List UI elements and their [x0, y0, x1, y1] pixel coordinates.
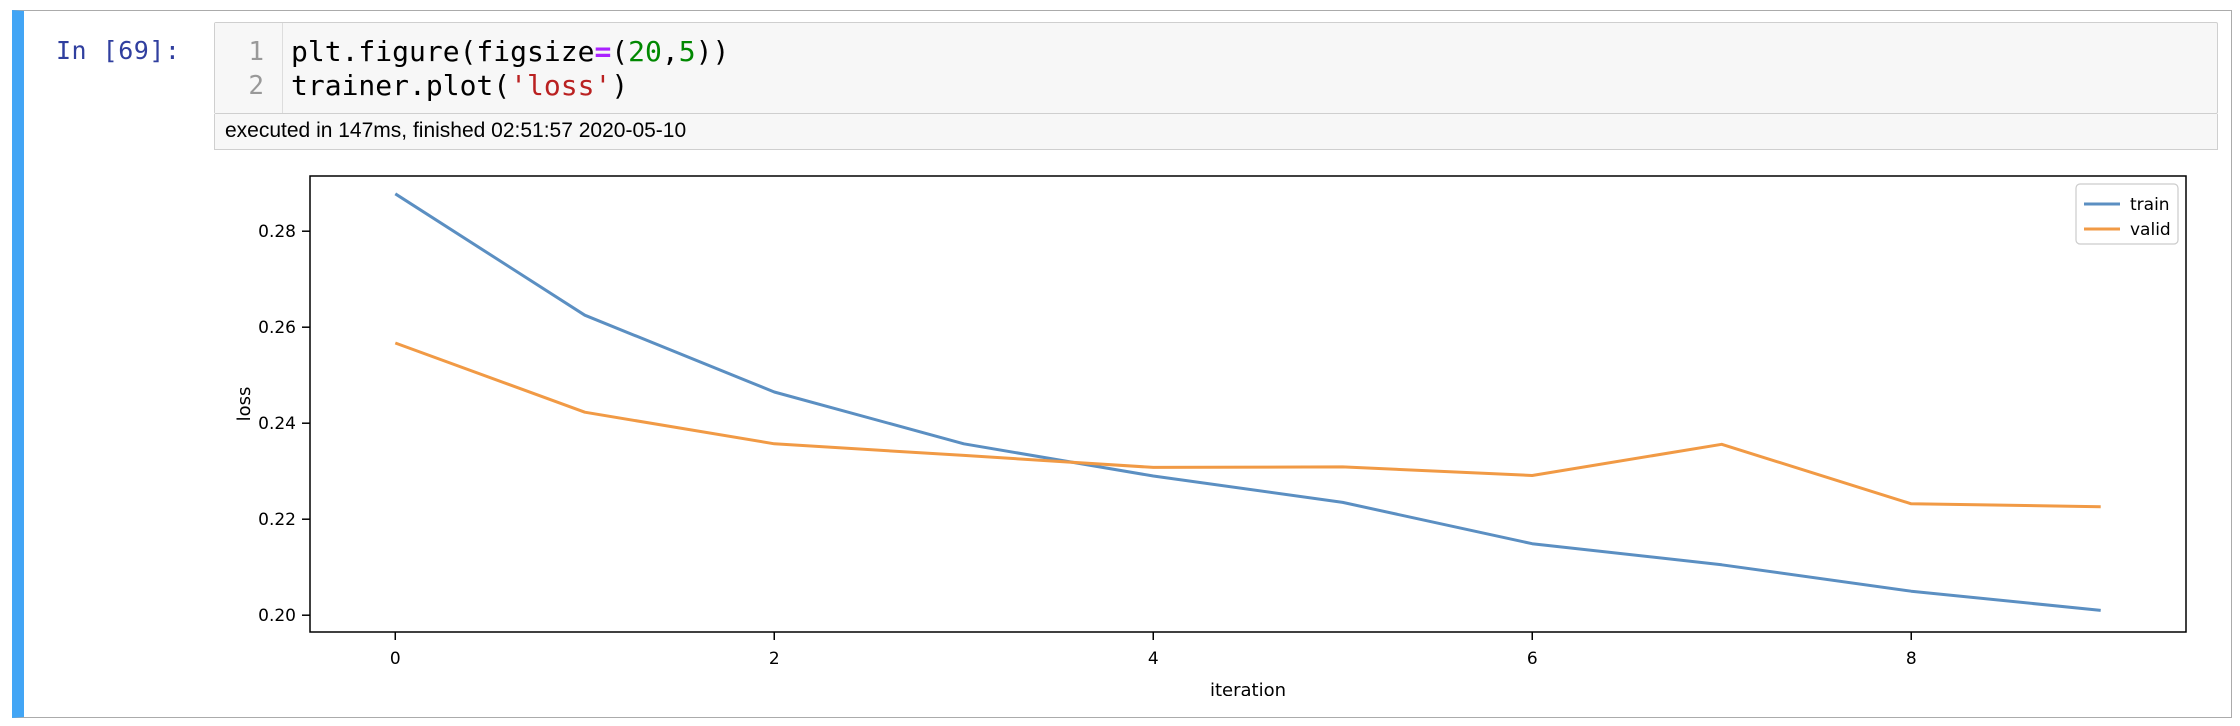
code-token: ( — [611, 35, 629, 68]
x-tick-label: 0 — [390, 649, 401, 669]
x-tick-label: 2 — [769, 649, 780, 669]
code-token: )) — [695, 35, 730, 68]
code-editor[interactable]: 1 2 plt.figure(figsize=(20,5)) trainer.p… — [214, 22, 2218, 114]
code-token: plt.figure(figsize — [291, 35, 595, 68]
y-tick-label: 0.22 — [258, 510, 296, 530]
y-tick-label: 0.24 — [258, 414, 296, 434]
series-line-train — [394, 192, 2101, 612]
y-tick-label: 0.20 — [258, 606, 296, 626]
code-token: , — [661, 35, 679, 68]
code-line[interactable]: trainer.plot('loss') — [291, 69, 628, 102]
code-token: ) — [611, 69, 629, 102]
output-plot: 0 2 4 6 8 0.20 0.22 0.24 0.26 0.28 iteration loss tr… — [226, 166, 2216, 701]
line-number: 2 — [248, 71, 264, 101]
line-number: 1 — [248, 37, 264, 67]
execution-info: executed in 147ms, finished 02:51:57 202… — [214, 114, 2218, 150]
x-axis-label: iteration — [1210, 680, 1286, 696]
y-tick-label: 0.28 — [258, 222, 296, 242]
y-tick-label: 0.26 — [258, 318, 296, 338]
plot-frame — [309, 175, 2187, 633]
legend-label-valid: valid — [2130, 220, 2171, 240]
x-tick-label: 6 — [1527, 649, 1538, 669]
code-token: 5 — [678, 35, 696, 68]
code-token: 'loss' — [510, 69, 612, 102]
x-tick-label: 4 — [1148, 649, 1159, 669]
input-prompt: In [69]: — [56, 36, 181, 65]
code-token: 20 — [628, 35, 662, 68]
y-axis-label: loss — [234, 387, 255, 422]
series-line-valid — [394, 341, 2101, 509]
x-tick-label: 8 — [1906, 649, 1917, 669]
code-token: trainer.plot( — [291, 69, 511, 102]
code-line[interactable]: plt.figure(figsize=(20,5)) — [291, 35, 729, 68]
line-number-gutter: 1 2 — [215, 23, 283, 113]
code-token: = — [594, 35, 612, 68]
loss-chart: 0 2 4 6 8 0.20 0.22 0.24 0.26 0.28 iteration loss tr… — [234, 175, 2187, 701]
legend-label-train: train — [2130, 195, 2170, 215]
